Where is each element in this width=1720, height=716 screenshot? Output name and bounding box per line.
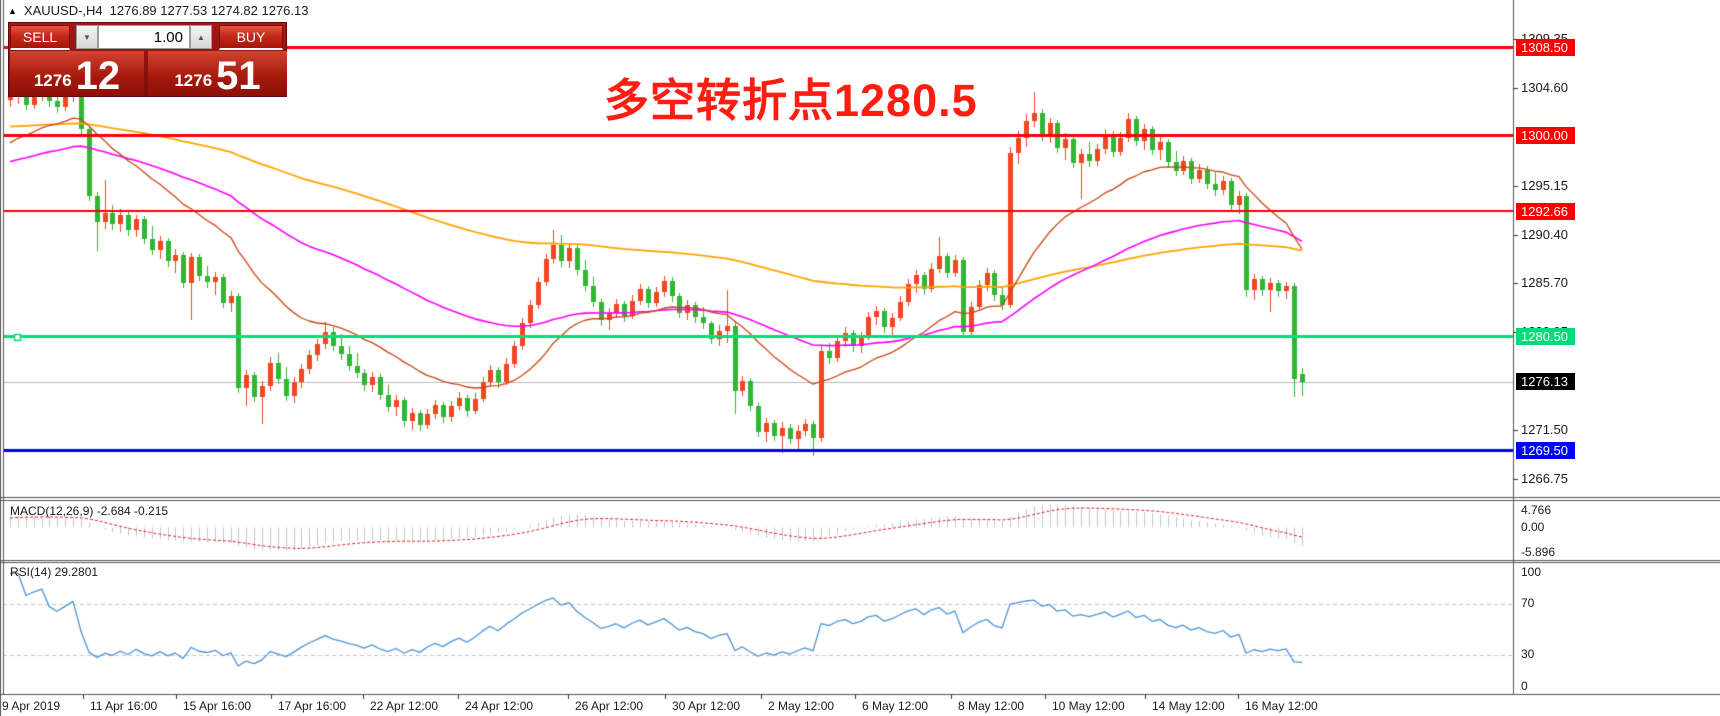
time-axis-label: 11 Apr 16:00: [90, 699, 158, 713]
time-axis-label: 14 May 12:00: [1152, 699, 1225, 713]
time-axis-label: 30 Apr 12:00: [672, 699, 741, 713]
ask-price-button[interactable]: 1276 51: [148, 51, 287, 96]
bid-pips: 12: [75, 54, 121, 99]
price-level-badge: 1276.13: [1516, 373, 1575, 391]
time-axis-label: 16 May 12:00: [1245, 699, 1318, 713]
ask-pips: 51: [216, 54, 261, 99]
time-axis-label: 26 Apr 12:00: [575, 699, 644, 713]
macd-indicator-label: MACD(12,26,9) -2.684 -0.215: [10, 504, 169, 518]
volume-decrease-button[interactable]: ▼: [76, 25, 98, 49]
trade-controls-row: SELL ▼ ▲ BUY: [9, 23, 286, 50]
price-tick-label: 1266.75: [1521, 470, 1568, 486]
price-tick-label: 1271.50: [1521, 421, 1568, 437]
rsi-axis-label: 0: [1521, 679, 1528, 693]
time-axis-label: 17 Apr 16:00: [278, 699, 347, 713]
rsi-axis-label: 100: [1521, 565, 1542, 579]
time-axis-label: 15 Apr 16:00: [183, 699, 252, 713]
macd-axis-label: -5.896: [1521, 545, 1556, 559]
price-level-badge: 1292.66: [1516, 202, 1575, 220]
price-level-badge: 1269.50: [1516, 441, 1575, 459]
volume-increase-button[interactable]: ▲: [190, 25, 212, 49]
price-tick-label: 1285.70: [1521, 275, 1568, 291]
rsi-indicator-label: RSI(14) 29.2801: [10, 565, 99, 579]
chart-header: ▲ XAUUSD-,H4 1276.89 1277.53 1274.82 127…: [8, 3, 308, 18]
time-axis-label: 22 Apr 12:00: [370, 699, 439, 713]
macd-axis-label: 0.00: [1521, 520, 1545, 534]
rsi-axis-label: 30: [1521, 647, 1535, 661]
rsi-axis-label: 70: [1521, 596, 1535, 610]
time-axis-label: 6 May 12:00: [862, 699, 929, 713]
price-tick-label: 1295.15: [1521, 177, 1568, 193]
price-level-badge: 1280.50: [1516, 328, 1575, 346]
time-axis-label: 10 May 12:00: [1052, 699, 1125, 713]
bid-big-figure: 1276: [33, 71, 72, 90]
ask-big-figure: 1276: [174, 71, 213, 90]
one-click-trade-panel: SELL ▼ ▲ BUY 1276 12 1276 51: [8, 22, 287, 97]
ohlc-quote: 1276.89 1277.53 1274.82 1276.13: [109, 3, 309, 18]
price-level-badge: 1300.00: [1516, 126, 1575, 144]
macd-axis-label: 4.766: [1521, 503, 1552, 517]
chevron-down-icon: ▼: [83, 32, 91, 42]
price-level-badge: 1308.50: [1516, 39, 1575, 57]
time-axis-label: 8 May 12:00: [958, 699, 1025, 713]
buy-button[interactable]: BUY: [219, 24, 283, 50]
bid-price-button[interactable]: 1276 12: [10, 51, 144, 96]
sell-button[interactable]: SELL: [10, 24, 70, 50]
price-tick-label: 1304.60: [1521, 80, 1568, 96]
chart-text-annotation: 多空转折点1280.5: [604, 75, 978, 126]
price-tick-label: 1290.40: [1521, 226, 1568, 242]
chevron-up-icon: ▲: [197, 32, 205, 42]
volume-input[interactable]: [98, 25, 190, 49]
time-axis-label: 24 Apr 12:00: [465, 699, 534, 713]
collapse-panel-icon[interactable]: ▲: [8, 5, 17, 16]
time-axis-label: 2 May 12:00: [768, 699, 835, 713]
symbol-timeframe-label: XAUUSD-,H4: [23, 3, 103, 18]
time-axis-label: 9 Apr 2019: [2, 699, 61, 713]
